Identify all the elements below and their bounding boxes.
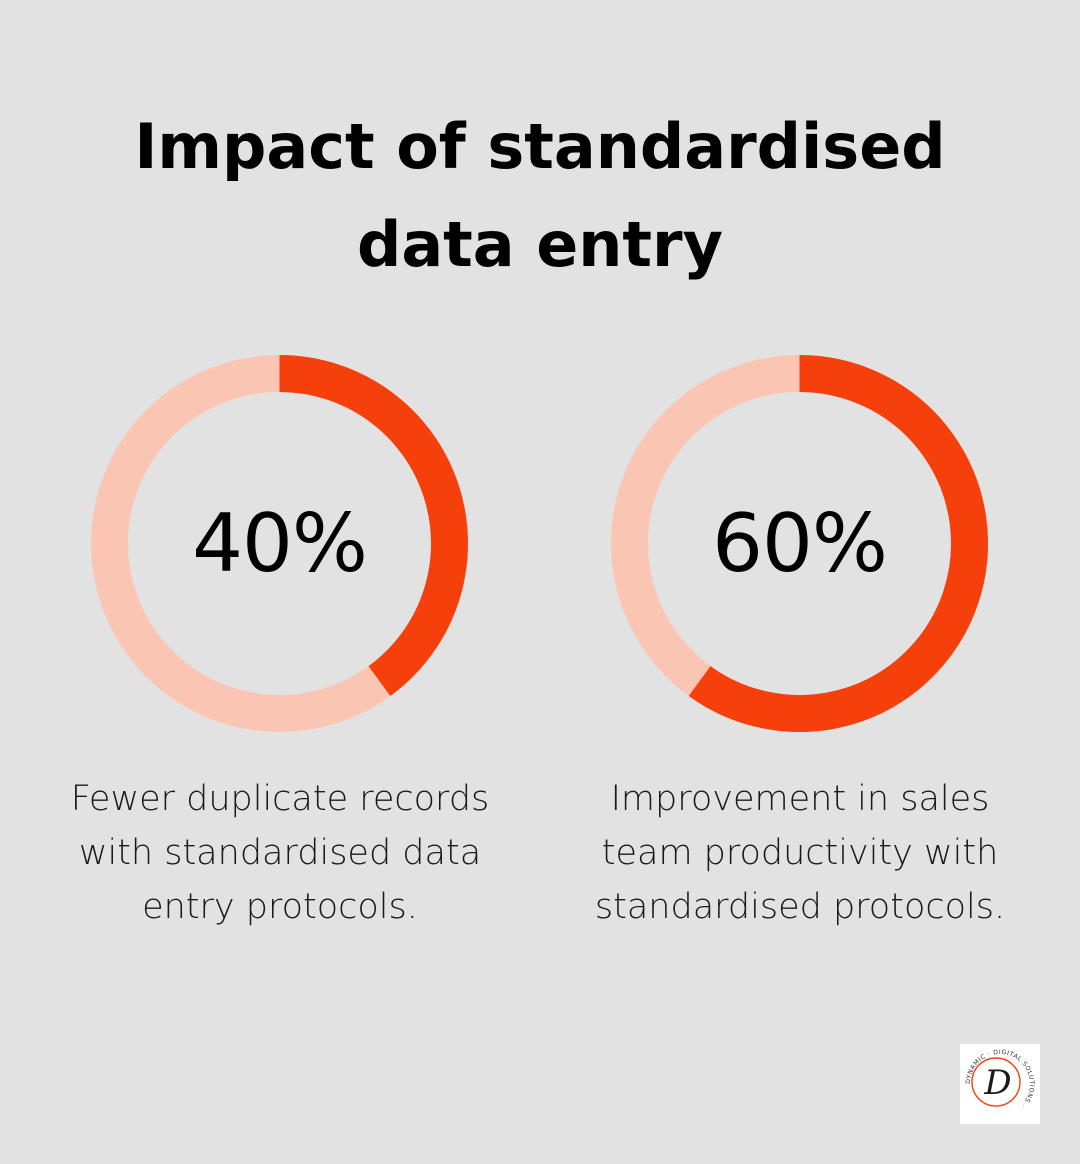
caption-line: entry protocols. [142,887,418,927]
caption-productivity: Improvement in sales team productivity w… [560,772,1040,934]
donut-svg-productivity [611,355,988,732]
logo-circle [971,1057,1021,1107]
donut-svg-duplicates [91,355,468,732]
page-title: Impact of standardised data entry [0,98,1080,294]
donut-value-label: 60% [712,497,888,590]
caption-line: Fewer duplicate records [70,779,490,819]
caption-duplicates: Fewer duplicate records with standardise… [40,772,520,934]
logo-mark-icon: D DYNAMIC · DIGITAL SOLUTIONS · [965,1049,1035,1109]
caption-line: with standardised data [78,833,482,873]
donut-chart-duplicates: 40% [91,355,468,732]
donut-value-label: 40% [192,497,368,590]
donut-arc-productivity [688,355,988,732]
logo-monogram: D [983,1063,1011,1103]
donut-arc-duplicates [279,355,468,696]
caption-line: team productivity with [601,833,999,873]
brand-logo: D DYNAMIC · DIGITAL SOLUTIONS · [960,1044,1040,1124]
title-line-2: data entry [356,208,724,281]
caption-line: standardised protocols. [594,887,1006,927]
donut-chart-productivity: 60% [611,355,988,732]
caption-line: Improvement in sales [610,779,990,819]
title-line-1: Impact of standardised [134,110,946,183]
